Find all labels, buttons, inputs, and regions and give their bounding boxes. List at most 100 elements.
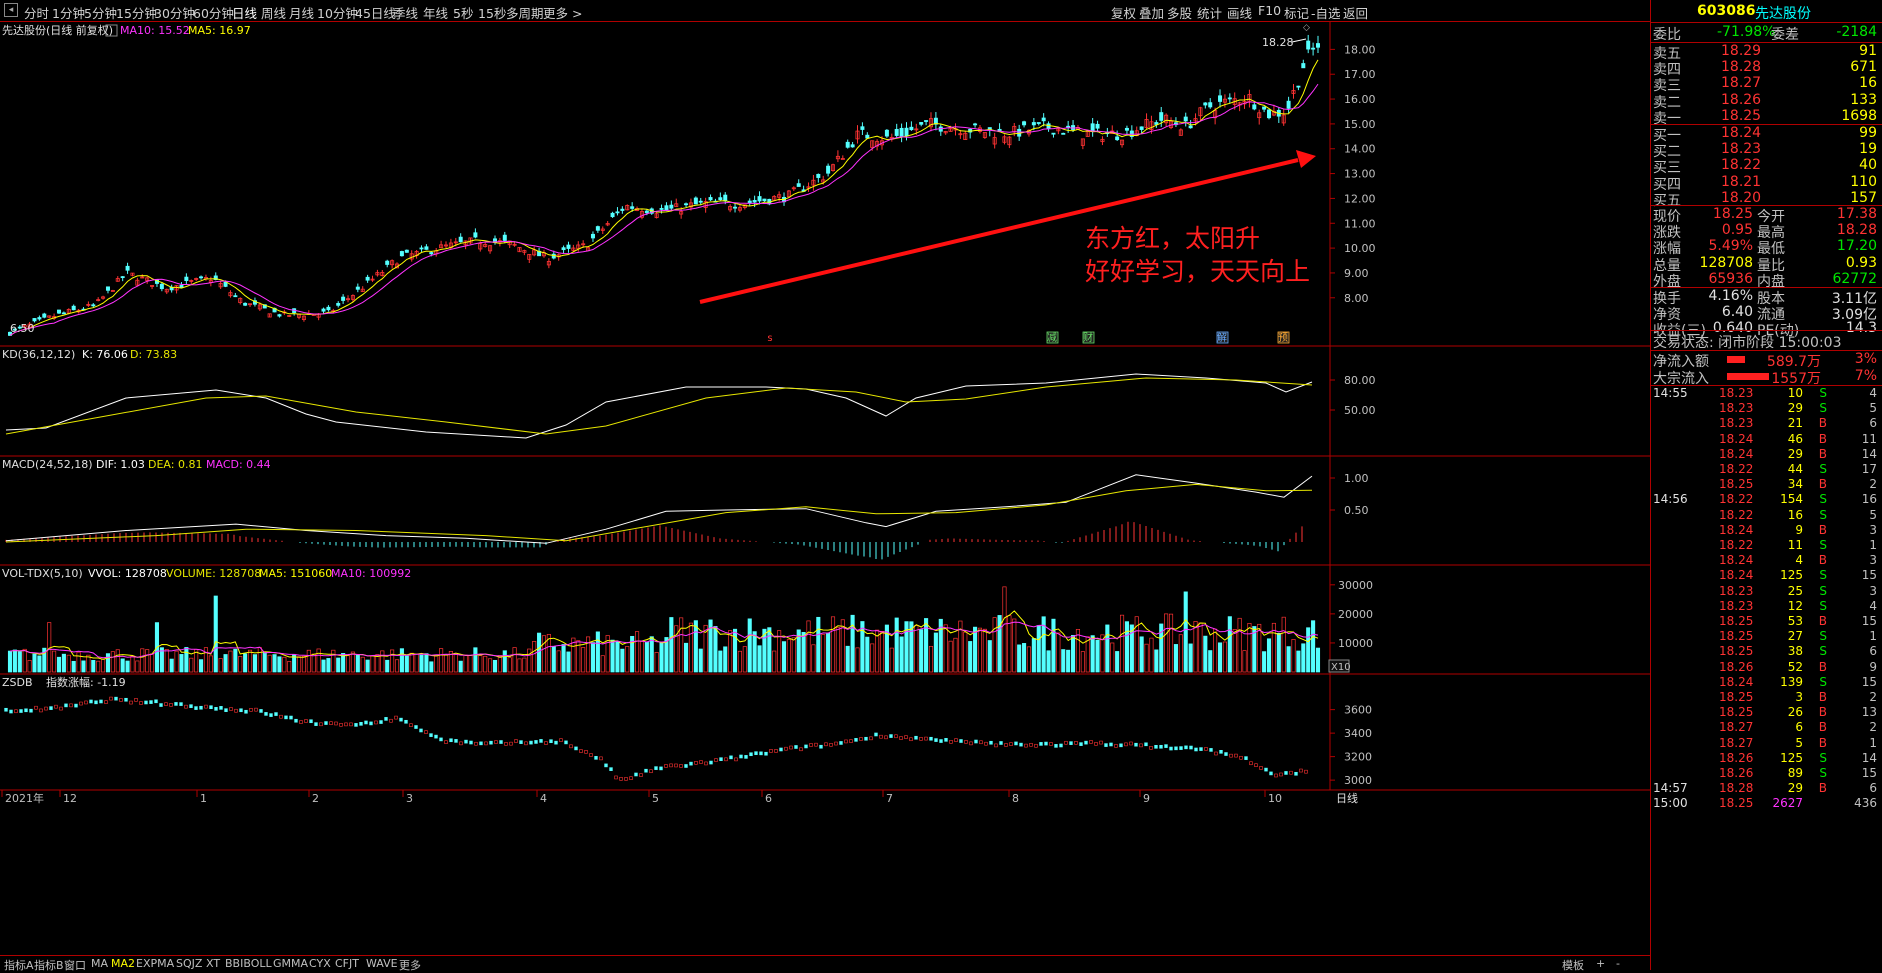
candle	[821, 179, 826, 183]
period-15min[interactable]: 15分钟	[116, 6, 157, 21]
volume-bar	[1041, 616, 1046, 673]
period-5sec[interactable]: 5秒	[453, 6, 474, 21]
volume-bar	[27, 660, 32, 673]
tab-expma[interactable]: EXPMA	[136, 957, 175, 970]
overlay-button[interactable]: 叠加	[1139, 6, 1165, 21]
volume-bar	[1139, 636, 1144, 673]
event-badge-box	[1216, 331, 1229, 344]
zoom-in-button[interactable]: +	[1596, 957, 1606, 970]
tab-ma2[interactable]: MA2	[111, 957, 136, 970]
sell-level-label: 卖三	[1653, 78, 1681, 95]
stat-row: 涨幅 5.49% 最低 17.20	[1651, 238, 1882, 257]
period-1min[interactable]: 1分钟	[52, 6, 85, 21]
index-candle	[639, 773, 643, 777]
period-15sec[interactable]: 15秒	[478, 6, 507, 21]
index-candle	[344, 722, 348, 727]
period-5min[interactable]: 5分钟	[84, 6, 117, 21]
tick-side: S	[1819, 401, 1827, 416]
multi-stock-button[interactable]: 多股	[1167, 6, 1193, 21]
tick-count: 3	[1869, 553, 1877, 568]
tab-more[interactable]: 更多	[399, 959, 421, 972]
period-45day[interactable]: 45日线	[355, 6, 396, 21]
volume-bar	[963, 631, 968, 673]
tab-ma[interactable]: MA	[91, 957, 109, 970]
index-candle	[924, 736, 928, 741]
period-more[interactable]: 更多 >	[543, 6, 583, 21]
vol-axis-label: 10000	[1338, 637, 1373, 650]
kline-chart[interactable]: 18.0017.0016.0015.0014.0013.0012.0011.00…	[0, 22, 1650, 955]
buy-row: 买一 18.24 99	[1651, 125, 1882, 144]
watchlist-button[interactable]: -自选	[1311, 6, 1341, 21]
index-candle	[884, 735, 888, 740]
tick-volume: 44	[1787, 462, 1803, 476]
period-60min[interactable]: 60分钟	[193, 6, 234, 21]
mark-button[interactable]: 标记	[1284, 6, 1310, 21]
period-multi[interactable]: 多周期	[506, 6, 544, 21]
draw-line-button[interactable]: 画线	[1227, 6, 1253, 21]
tick-row: 18.26 125 S 14	[1651, 751, 1882, 766]
index-candle	[229, 707, 233, 711]
stat-row: 外盘 65936 内盘 62772	[1651, 271, 1882, 290]
zoom-out-button[interactable]: -	[1616, 957, 1620, 970]
tick-count: 9	[1869, 659, 1877, 674]
candle	[590, 233, 595, 239]
tab-gmma[interactable]: GMMA	[273, 957, 309, 970]
volume-bar	[522, 657, 527, 673]
period-year[interactable]: 年线	[423, 6, 449, 21]
tab-indicator-a[interactable]: 指标A	[4, 959, 34, 972]
volume-bar	[1061, 649, 1066, 673]
tick-row: 14:56 18.22 154 S 16	[1651, 492, 1882, 507]
candle	[1095, 123, 1100, 129]
template-button[interactable]: 模板	[1562, 959, 1584, 972]
candle	[375, 272, 380, 276]
tick-price: 18.27	[1719, 735, 1754, 750]
volume-bar	[1115, 651, 1120, 673]
x-axis-label: 7	[886, 792, 893, 805]
period-daily[interactable]: 日线	[232, 6, 258, 21]
statistics-button[interactable]: 统计	[1197, 6, 1223, 21]
period-intraday[interactable]: 分时	[24, 6, 50, 21]
volume-bar	[1046, 650, 1051, 673]
period-30min[interactable]: 30分钟	[154, 6, 195, 21]
tick-count: 4	[1869, 598, 1877, 613]
index-candle	[1084, 740, 1088, 745]
candle	[1178, 129, 1183, 136]
tab-cfjt[interactable]: CFJT	[335, 957, 359, 970]
volume-bar	[679, 617, 684, 673]
stock-name[interactable]: 先达股份	[1755, 6, 1811, 22]
index-candle	[664, 764, 668, 768]
flow-label: 净流入额	[1653, 354, 1709, 370]
period-quarter[interactable]: 季线	[393, 6, 419, 21]
back-button[interactable]: 返回	[1343, 6, 1369, 21]
tab-xt[interactable]: XT	[206, 957, 221, 970]
volume-bar	[1149, 637, 1154, 673]
index-candle	[764, 751, 768, 756]
tab-sqjz[interactable]: SQJZ	[176, 957, 203, 970]
period-monthly[interactable]: 月线	[289, 6, 315, 21]
volume-bar	[512, 647, 517, 673]
candle	[194, 278, 199, 280]
candle	[1124, 127, 1129, 131]
tab-indicator-b[interactable]: 指标B	[34, 959, 64, 972]
period-weekly[interactable]: 周线	[261, 6, 287, 21]
candle	[404, 249, 409, 253]
volume-bar	[742, 646, 747, 673]
index-candle	[384, 717, 388, 721]
candle	[610, 212, 615, 218]
index-candle	[959, 739, 963, 743]
tab-wave[interactable]: WAVE	[366, 957, 398, 970]
restore-rights-button[interactable]: 复权	[1111, 6, 1137, 21]
tick-side: S	[1819, 644, 1827, 659]
f10-button[interactable]: F10	[1258, 3, 1282, 18]
tab-bbiboll[interactable]: BBIBOLL	[225, 957, 272, 970]
index-candle	[889, 734, 893, 738]
volume-bar	[781, 641, 787, 673]
index-candle	[554, 740, 558, 745]
tick-row: 18.25 26 B 13	[1651, 705, 1882, 720]
period-10min[interactable]: 10分钟	[317, 6, 358, 21]
tab-window[interactable]: 窗口	[64, 959, 86, 972]
menu-icon[interactable]: ◂	[4, 3, 18, 17]
tab-cyx[interactable]: CYX	[309, 957, 331, 970]
tick-side: S	[1819, 766, 1827, 780]
flow-value: 1557万	[1771, 370, 1821, 387]
